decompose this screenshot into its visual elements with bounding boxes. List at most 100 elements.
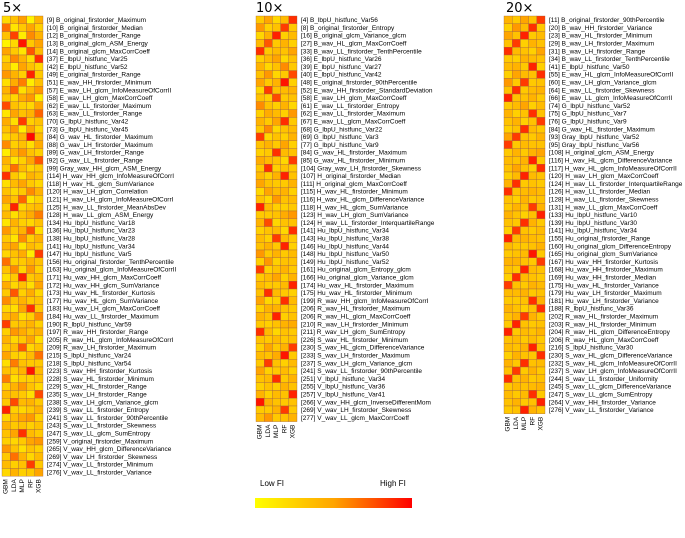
heatmap-cell: [26, 265, 35, 274]
heatmap-cell: [528, 218, 537, 227]
heatmap-cell: [26, 452, 35, 461]
heatmap-cell: [536, 249, 546, 258]
panel-title: 5×: [3, 1, 22, 16]
heatmap-cell: [272, 218, 281, 227]
heatmap-cell: [10, 265, 19, 274]
row-label: [70] G_lbpU_histfunc_Var42: [47, 118, 129, 125]
row-label: [165] Hu_original_glcm_SumVariance: [549, 251, 658, 258]
heatmap-cell: [10, 437, 19, 446]
heatmap-cell: [26, 398, 35, 407]
heatmap-cell: [1, 132, 11, 141]
heatmap-cell: [280, 226, 289, 235]
heatmap-cell: [1, 413, 11, 422]
heatmap-cell: [34, 195, 44, 204]
heatmap-cell: [34, 281, 44, 290]
heatmap-cell: [10, 359, 19, 368]
heatmap-cell: [18, 187, 27, 196]
heatmap-cell: [288, 39, 298, 48]
heatmap-cell: [272, 226, 281, 235]
heatmap-cell: [272, 312, 281, 321]
heatmap-cell: [26, 171, 35, 180]
row-label: [118] H_wav_HL_glcm_SumVariance: [47, 181, 154, 188]
heatmap-cell: [26, 234, 35, 243]
heatmap-cell: [536, 296, 546, 305]
heatmap-cell: [528, 54, 537, 63]
heatmap-cell: [34, 117, 44, 126]
row-label: [190] R_lbpU_histfunc_Var59: [47, 321, 132, 328]
heatmap-cell: [536, 281, 546, 290]
heatmap-cell: [18, 390, 27, 399]
heatmap-cell: [528, 171, 537, 180]
row-label: [23] B_wav_HL_firstorder_Minimum: [549, 33, 652, 40]
heatmap-cell: [264, 382, 273, 391]
row-label: [92] G_wav_LL_firstorder_Range: [47, 157, 143, 164]
heatmap-cell: [18, 23, 27, 32]
heatmap-cell: [512, 281, 521, 290]
row-label: [60] E_wav_LH_glcm_Variance_glcm: [549, 79, 657, 86]
heatmap-cell: [272, 257, 281, 266]
heatmap-cell: [528, 164, 537, 173]
heatmap-cell: [536, 109, 546, 118]
heatmap-cell: [264, 117, 273, 126]
row-label: [118] H_wav_HL_glcm_SumVariance: [301, 204, 408, 211]
heatmap-cell: [34, 405, 44, 414]
heatmap-cell: [536, 203, 546, 212]
heatmap-cell: [280, 405, 289, 414]
heatmap-cell: [255, 273, 265, 282]
heatmap-cell: [520, 234, 529, 243]
heatmap-cell: [10, 366, 19, 375]
row-label: [199] R_wav_HH_glcm_InfoMeasureOfCorrI: [301, 298, 429, 305]
heatmap-cell: [503, 265, 513, 274]
heatmap-cell: [536, 101, 546, 110]
heatmap-cell: [280, 304, 289, 313]
heatmap-cell: [26, 179, 35, 188]
heatmap-cell: [1, 265, 11, 274]
row-label: [211] R_wav_LH_glcm_SumEntropy: [301, 329, 406, 336]
heatmap-cell: [280, 320, 289, 329]
row-label: [148] Hu_lbpU_histfunc_Var50: [301, 251, 389, 258]
heatmap-cell: [520, 281, 529, 290]
heatmap-cell: [1, 382, 11, 391]
heatmap-cell: [288, 171, 298, 180]
heatmap-cell: [26, 23, 35, 32]
column-label: XGB: [36, 479, 43, 493]
heatmap-cell: [34, 226, 44, 235]
heatmap-cell: [34, 93, 44, 102]
heatmap-cell: [272, 320, 281, 329]
heatmap-cell: [34, 460, 44, 469]
heatmap-cell: [528, 281, 537, 290]
heatmap-cell: [34, 265, 44, 274]
row-label: [239] S_wav_LL_firstorder_Entropy: [47, 407, 150, 414]
heatmap-cell: [18, 140, 27, 149]
heatmap-cell: [272, 304, 281, 313]
row-label: [226] S_wav_HL_firstorder_Minimum: [301, 337, 408, 344]
heatmap-cell: [280, 343, 289, 352]
heatmap-cell: [26, 343, 35, 352]
heatmap-cell: [528, 312, 537, 321]
heatmap-cell: [512, 398, 521, 407]
heatmap-cell: [26, 39, 35, 48]
heatmap-cell: [272, 101, 281, 110]
heatmap-cell: [288, 132, 298, 141]
heatmap-cell: [18, 156, 27, 165]
heatmap-cell: [34, 382, 44, 391]
heatmap-cell: [288, 15, 298, 24]
heatmap-cell: [34, 171, 44, 180]
heatmap-cell: [512, 187, 521, 196]
heatmap-cell: [1, 327, 11, 336]
heatmap-cell: [536, 210, 546, 219]
row-label: [134] Hu_lbpU_histfunc_Var18: [47, 220, 135, 227]
legend-color-bar: [255, 498, 412, 508]
heatmap-cell: [280, 164, 289, 173]
heatmap-cell: [280, 140, 289, 149]
heatmap-cell: [512, 312, 521, 321]
heatmap-cell: [503, 398, 513, 407]
heatmap-cell: [512, 23, 521, 32]
heatmap-cell: [34, 320, 44, 329]
row-label: [184] Hu_wav_LL_firstorder_Maximum: [47, 313, 159, 320]
column-label: RF: [27, 479, 34, 488]
heatmap-cell: [10, 210, 19, 219]
heatmap-cell: [280, 218, 289, 227]
heatmap-cell: [255, 203, 265, 212]
heatmap-cell: [512, 39, 521, 48]
